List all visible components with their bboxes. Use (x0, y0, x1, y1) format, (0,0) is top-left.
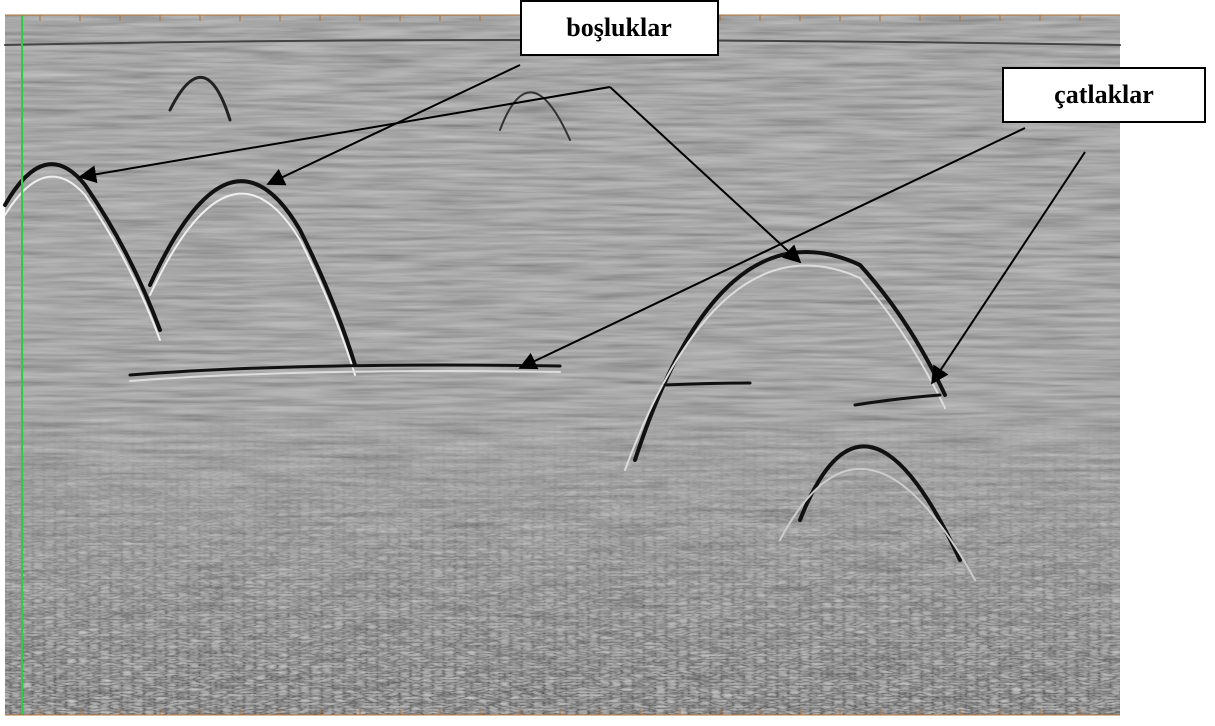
voids-callout: boşluklar (521, 1, 718, 55)
radargram-figure: boşluklar çatlaklar (0, 0, 1215, 726)
page: boşluklar çatlaklar (() => { const data … (0, 0, 1215, 726)
cracks-callout: çatlaklar (1003, 68, 1205, 122)
voids-label: boşluklar (566, 13, 672, 42)
radargram-noise (5, 15, 1120, 715)
radargram (5, 15, 1120, 715)
cracks-label: çatlaklar (1054, 80, 1154, 109)
